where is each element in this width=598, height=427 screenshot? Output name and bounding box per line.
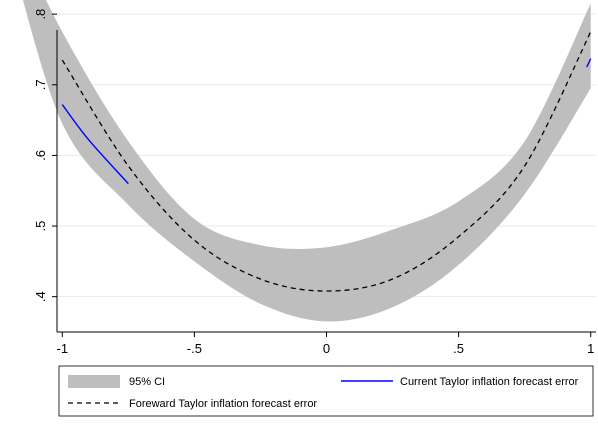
y-tick-label: .8 <box>33 9 48 20</box>
x-tick-label: 0 <box>323 341 330 356</box>
ticks: -1 -.5 0 .5 1 .4 .5 .6 .7 .8 <box>33 9 594 356</box>
series-line-current <box>61 104 129 185</box>
x-tick-label: -.5 <box>187 341 202 356</box>
legend-label-ci: 95% CI <box>129 376 165 388</box>
legend-swatch-ci <box>68 375 120 388</box>
series-line-current <box>586 58 592 68</box>
x-tick-label: .5 <box>453 341 464 356</box>
x-tick-label: -1 <box>57 341 69 356</box>
y-tick-label: .5 <box>33 221 48 232</box>
legend-box <box>58 365 594 417</box>
series-layer <box>61 31 592 292</box>
legend: 95% CI Current Taylor inflation forecast… <box>58 365 594 417</box>
y-tick-label: .7 <box>33 79 48 90</box>
x-tick-label: 1 <box>587 341 594 356</box>
gridlines <box>57 13 596 298</box>
legend-label-forward: Foreward Taylor inflation forecast error <box>129 398 317 410</box>
series-line-forward <box>61 31 592 292</box>
y-tick-label: .6 <box>33 150 48 161</box>
ci-band <box>22 0 591 322</box>
y-tick-label: .4 <box>33 291 48 302</box>
legend-label-current: Current Taylor inflation forecast error <box>400 376 579 388</box>
